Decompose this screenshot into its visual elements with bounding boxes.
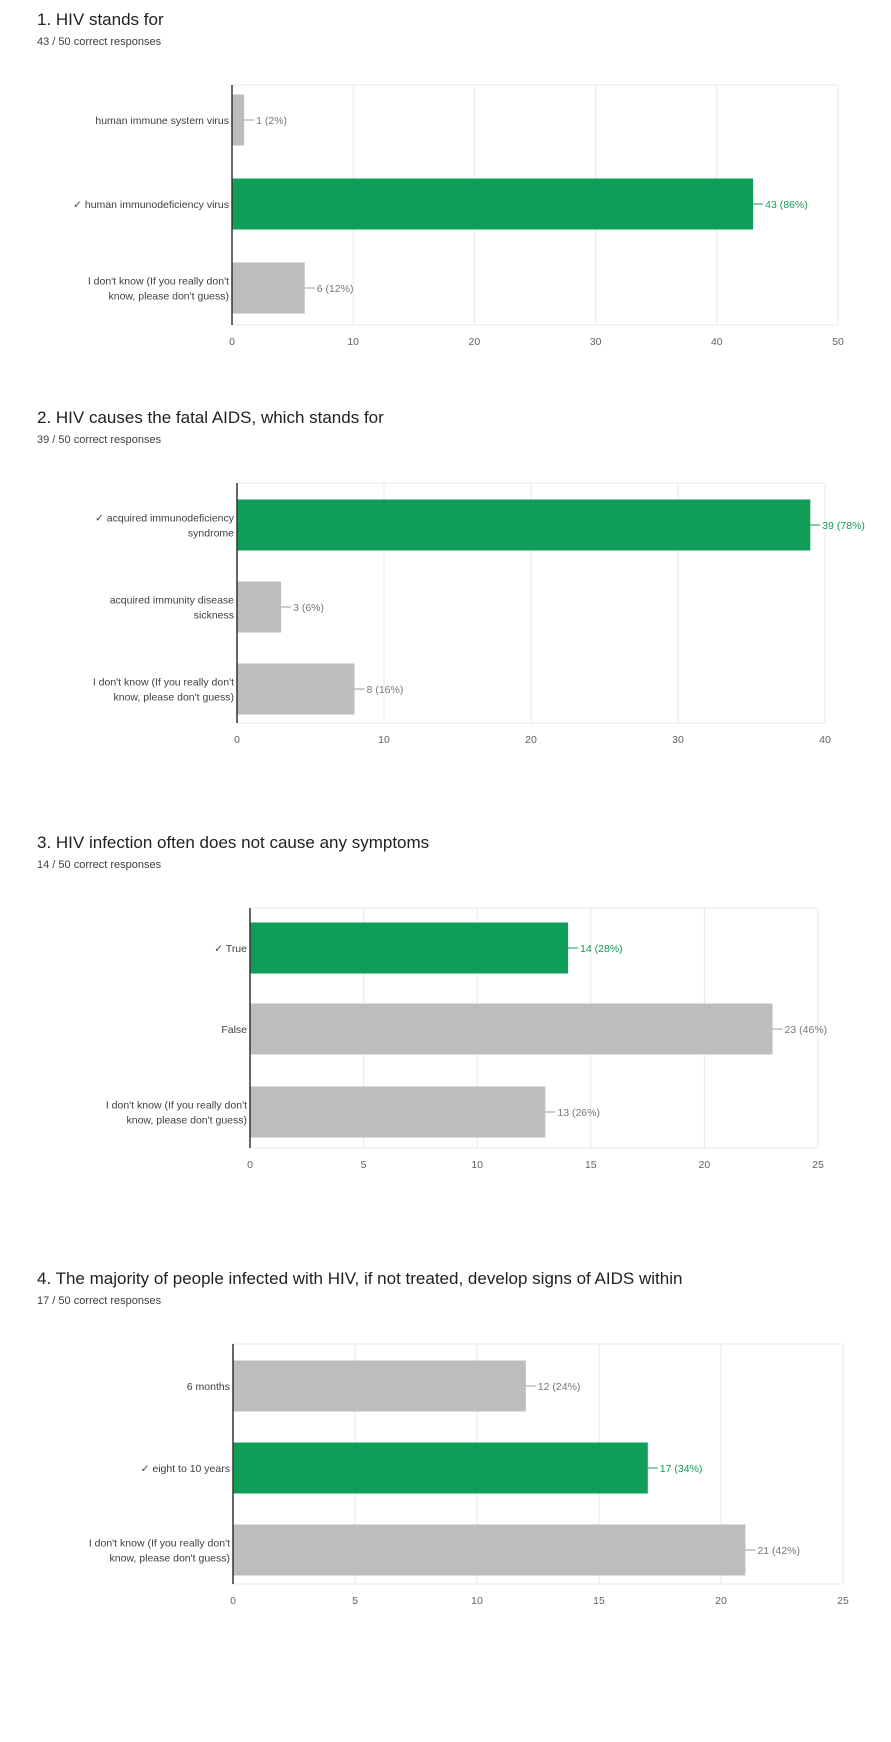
bar <box>232 94 245 146</box>
correct-responses: 14 / 50 correct responses <box>37 859 162 871</box>
category-label: ✓ eight to 10 years <box>141 1463 230 1475</box>
question-2: 2. HIV causes the fatal AIDS, which stan… <box>0 408 891 808</box>
tick-label: 30 <box>672 734 684 746</box>
bar <box>233 1524 746 1576</box>
category-label: ✓ True <box>214 943 247 955</box>
category-label: syndrome <box>188 528 234 540</box>
bar-chart-1: 0 10 20 30 40 50 1 (2%) human immune system vir… <box>73 84 844 348</box>
tick-label: 10 <box>378 734 390 746</box>
bar <box>237 499 811 551</box>
tick-label: 0 <box>229 336 235 348</box>
tick-label: 10 <box>471 1595 483 1607</box>
tick-label: 30 <box>590 336 602 348</box>
correct-responses: 43 / 50 correct responses <box>37 36 162 48</box>
category-label: ✓ human immunodeficiency virus <box>73 199 229 211</box>
tick-label: 15 <box>593 1595 605 1607</box>
tick-label: 40 <box>819 734 831 746</box>
question-title: 3. HIV infection often does not cause an… <box>37 833 430 852</box>
value-label: 21 (42%) <box>757 1545 800 1557</box>
tick-label: 5 <box>361 1159 367 1171</box>
category-label: I don't know (If you really don't <box>93 677 234 689</box>
value-label: 1 (2%) <box>256 115 287 127</box>
value-label: 43 (86%) <box>765 199 808 211</box>
bar <box>237 581 282 633</box>
value-label: 6 (12%) <box>317 283 354 295</box>
value-label: 13 (26%) <box>557 1107 600 1119</box>
tick-label: 20 <box>469 336 481 348</box>
value-label: 3 (6%) <box>293 602 324 614</box>
bar <box>250 1086 546 1138</box>
category-label: acquired immunity disease <box>110 595 234 607</box>
tick-label: 0 <box>234 734 240 746</box>
category-label: I don't know (If you really don't <box>106 1100 247 1112</box>
question-title: 1. HIV stands for <box>37 10 164 29</box>
tick-label: 15 <box>585 1159 597 1171</box>
category-label: know, please don't guess) <box>127 1115 248 1127</box>
tick-label: 20 <box>699 1159 711 1171</box>
bar <box>250 1003 773 1055</box>
tick-label: 10 <box>347 336 359 348</box>
category-label: 6 months <box>187 1381 230 1393</box>
question-1: 1. HIV stands for 43 / 50 correct respon… <box>0 10 891 410</box>
question-4: 4. The majority of people infected with … <box>0 1269 891 1709</box>
question-3: 3. HIV infection often does not cause an… <box>0 833 891 1233</box>
bar <box>232 262 305 314</box>
value-label: 14 (28%) <box>580 943 623 955</box>
tick-label: 20 <box>715 1595 727 1607</box>
tick-label: 5 <box>352 1595 358 1607</box>
correct-responses: 39 / 50 correct responses <box>37 434 162 446</box>
bar <box>233 1442 648 1494</box>
category-label: sickness <box>194 610 234 622</box>
question-title: 4. The majority of people infected with … <box>37 1269 683 1288</box>
tick-label: 0 <box>230 1595 236 1607</box>
value-label: 39 (78%) <box>822 520 865 532</box>
tick-label: 0 <box>247 1159 253 1171</box>
bar-chart-4: 0 5 10 15 20 25 12 (24%) 6 months 17 (34%) ✓ eigh… <box>89 1343 849 1607</box>
bar <box>237 663 355 715</box>
tick-label: 50 <box>832 336 844 348</box>
category-label: False <box>221 1024 247 1036</box>
bar <box>250 922 569 974</box>
value-label: 17 (34%) <box>660 1463 703 1475</box>
category-label: human immune system virus <box>95 115 229 127</box>
category-label: know, please don't guess) <box>114 692 235 704</box>
value-label: 23 (46%) <box>785 1024 828 1036</box>
tick-label: 25 <box>837 1595 849 1607</box>
bar-chart-3: 0 5 10 15 20 25 14 (28%) ✓ True 23 (46%) False 13 … <box>106 907 828 1171</box>
category-label: ✓ acquired immunodeficiency <box>95 513 235 525</box>
category-label: I don't know (If you really don't <box>88 276 229 288</box>
tick-label: 20 <box>525 734 537 746</box>
value-label: 8 (16%) <box>367 684 404 696</box>
question-title: 2. HIV causes the fatal AIDS, which stan… <box>37 408 384 427</box>
bar-chart-2: 0 10 20 30 40 39 (78%) ✓ acquired immunodefici… <box>93 482 865 746</box>
category-label: know, please don't guess) <box>110 1553 231 1565</box>
category-label: know, please don't guess) <box>109 291 230 303</box>
correct-responses: 17 / 50 correct responses <box>37 1295 162 1307</box>
tick-label: 25 <box>812 1159 824 1171</box>
tick-label: 10 <box>471 1159 483 1171</box>
bar <box>233 1360 526 1412</box>
category-label: I don't know (If you really don't <box>89 1538 230 1550</box>
bar <box>232 178 754 230</box>
value-label: 12 (24%) <box>538 1381 581 1393</box>
tick-label: 40 <box>711 336 723 348</box>
